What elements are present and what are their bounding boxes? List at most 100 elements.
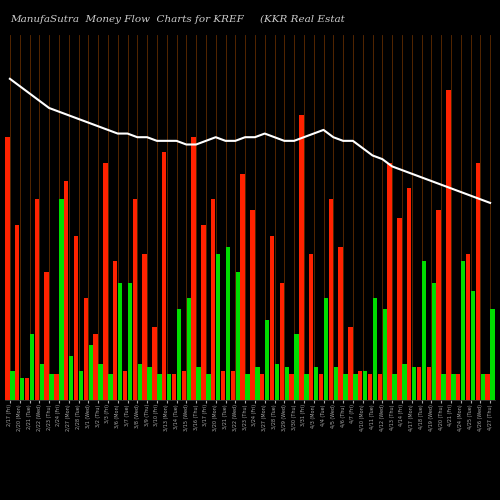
Bar	[280, 283, 284, 400]
Bar	[358, 371, 362, 400]
Bar	[148, 367, 152, 400]
Bar	[230, 371, 235, 400]
Bar	[98, 364, 103, 400]
Bar	[294, 334, 299, 400]
Text: ManufaSutra  Money Flow  Charts for KREF: ManufaSutra Money Flow Charts for KREF	[10, 15, 244, 24]
Bar	[299, 116, 304, 400]
Bar	[426, 367, 431, 400]
Bar	[128, 283, 132, 400]
Bar	[422, 262, 426, 400]
Bar	[34, 199, 39, 400]
Bar	[206, 374, 210, 400]
Bar	[236, 272, 240, 400]
Bar	[476, 163, 480, 400]
Bar	[108, 374, 112, 400]
Bar	[255, 367, 260, 400]
Bar	[348, 327, 352, 400]
Bar	[363, 371, 368, 400]
Bar	[25, 378, 29, 400]
Bar	[412, 367, 416, 400]
Bar	[5, 137, 10, 400]
Bar	[417, 367, 422, 400]
Bar	[392, 374, 397, 400]
Bar	[69, 356, 73, 400]
Bar	[334, 367, 338, 400]
Bar	[182, 371, 186, 400]
Bar	[157, 374, 162, 400]
Bar	[30, 334, 34, 400]
Bar	[378, 374, 382, 400]
Bar	[132, 199, 137, 400]
Bar	[466, 254, 470, 400]
Bar	[402, 364, 406, 400]
Bar	[246, 374, 250, 400]
Bar	[15, 225, 20, 400]
Bar	[304, 374, 308, 400]
Bar	[54, 374, 58, 400]
Bar	[152, 327, 156, 400]
Bar	[436, 210, 441, 400]
Bar	[88, 345, 93, 400]
Bar	[314, 367, 318, 400]
Bar	[270, 236, 274, 400]
Bar	[456, 374, 460, 400]
Bar	[113, 262, 117, 400]
Bar	[94, 334, 98, 400]
Bar	[368, 374, 372, 400]
Bar	[309, 254, 314, 400]
Text: (KKR Real Estat: (KKR Real Estat	[260, 15, 345, 24]
Bar	[397, 218, 402, 400]
Bar	[407, 188, 412, 400]
Bar	[240, 174, 245, 400]
Bar	[192, 137, 196, 400]
Bar	[162, 152, 166, 400]
Bar	[451, 374, 456, 400]
Bar	[490, 308, 495, 400]
Bar	[64, 181, 68, 400]
Bar	[59, 199, 64, 400]
Bar	[138, 364, 142, 400]
Bar	[176, 308, 181, 400]
Bar	[50, 374, 54, 400]
Bar	[480, 374, 485, 400]
Bar	[216, 254, 220, 400]
Bar	[265, 320, 270, 400]
Bar	[382, 308, 387, 400]
Bar	[221, 371, 226, 400]
Bar	[44, 272, 49, 400]
Bar	[123, 371, 128, 400]
Bar	[201, 225, 205, 400]
Bar	[319, 374, 324, 400]
Bar	[186, 298, 191, 400]
Bar	[470, 290, 475, 400]
Bar	[78, 371, 83, 400]
Bar	[20, 378, 24, 400]
Bar	[211, 199, 216, 400]
Bar	[40, 364, 44, 400]
Bar	[338, 246, 343, 400]
Bar	[486, 374, 490, 400]
Bar	[372, 298, 377, 400]
Bar	[167, 374, 172, 400]
Bar	[84, 298, 88, 400]
Bar	[442, 374, 446, 400]
Bar	[432, 283, 436, 400]
Bar	[250, 210, 254, 400]
Bar	[172, 374, 176, 400]
Bar	[344, 374, 348, 400]
Bar	[118, 283, 122, 400]
Bar	[74, 236, 78, 400]
Bar	[290, 374, 294, 400]
Bar	[324, 298, 328, 400]
Bar	[196, 367, 201, 400]
Bar	[274, 364, 279, 400]
Bar	[328, 199, 333, 400]
Bar	[388, 163, 392, 400]
Bar	[226, 246, 230, 400]
Bar	[260, 374, 264, 400]
Bar	[353, 374, 358, 400]
Bar	[446, 90, 450, 400]
Bar	[284, 367, 289, 400]
Bar	[461, 262, 466, 400]
Bar	[142, 254, 147, 400]
